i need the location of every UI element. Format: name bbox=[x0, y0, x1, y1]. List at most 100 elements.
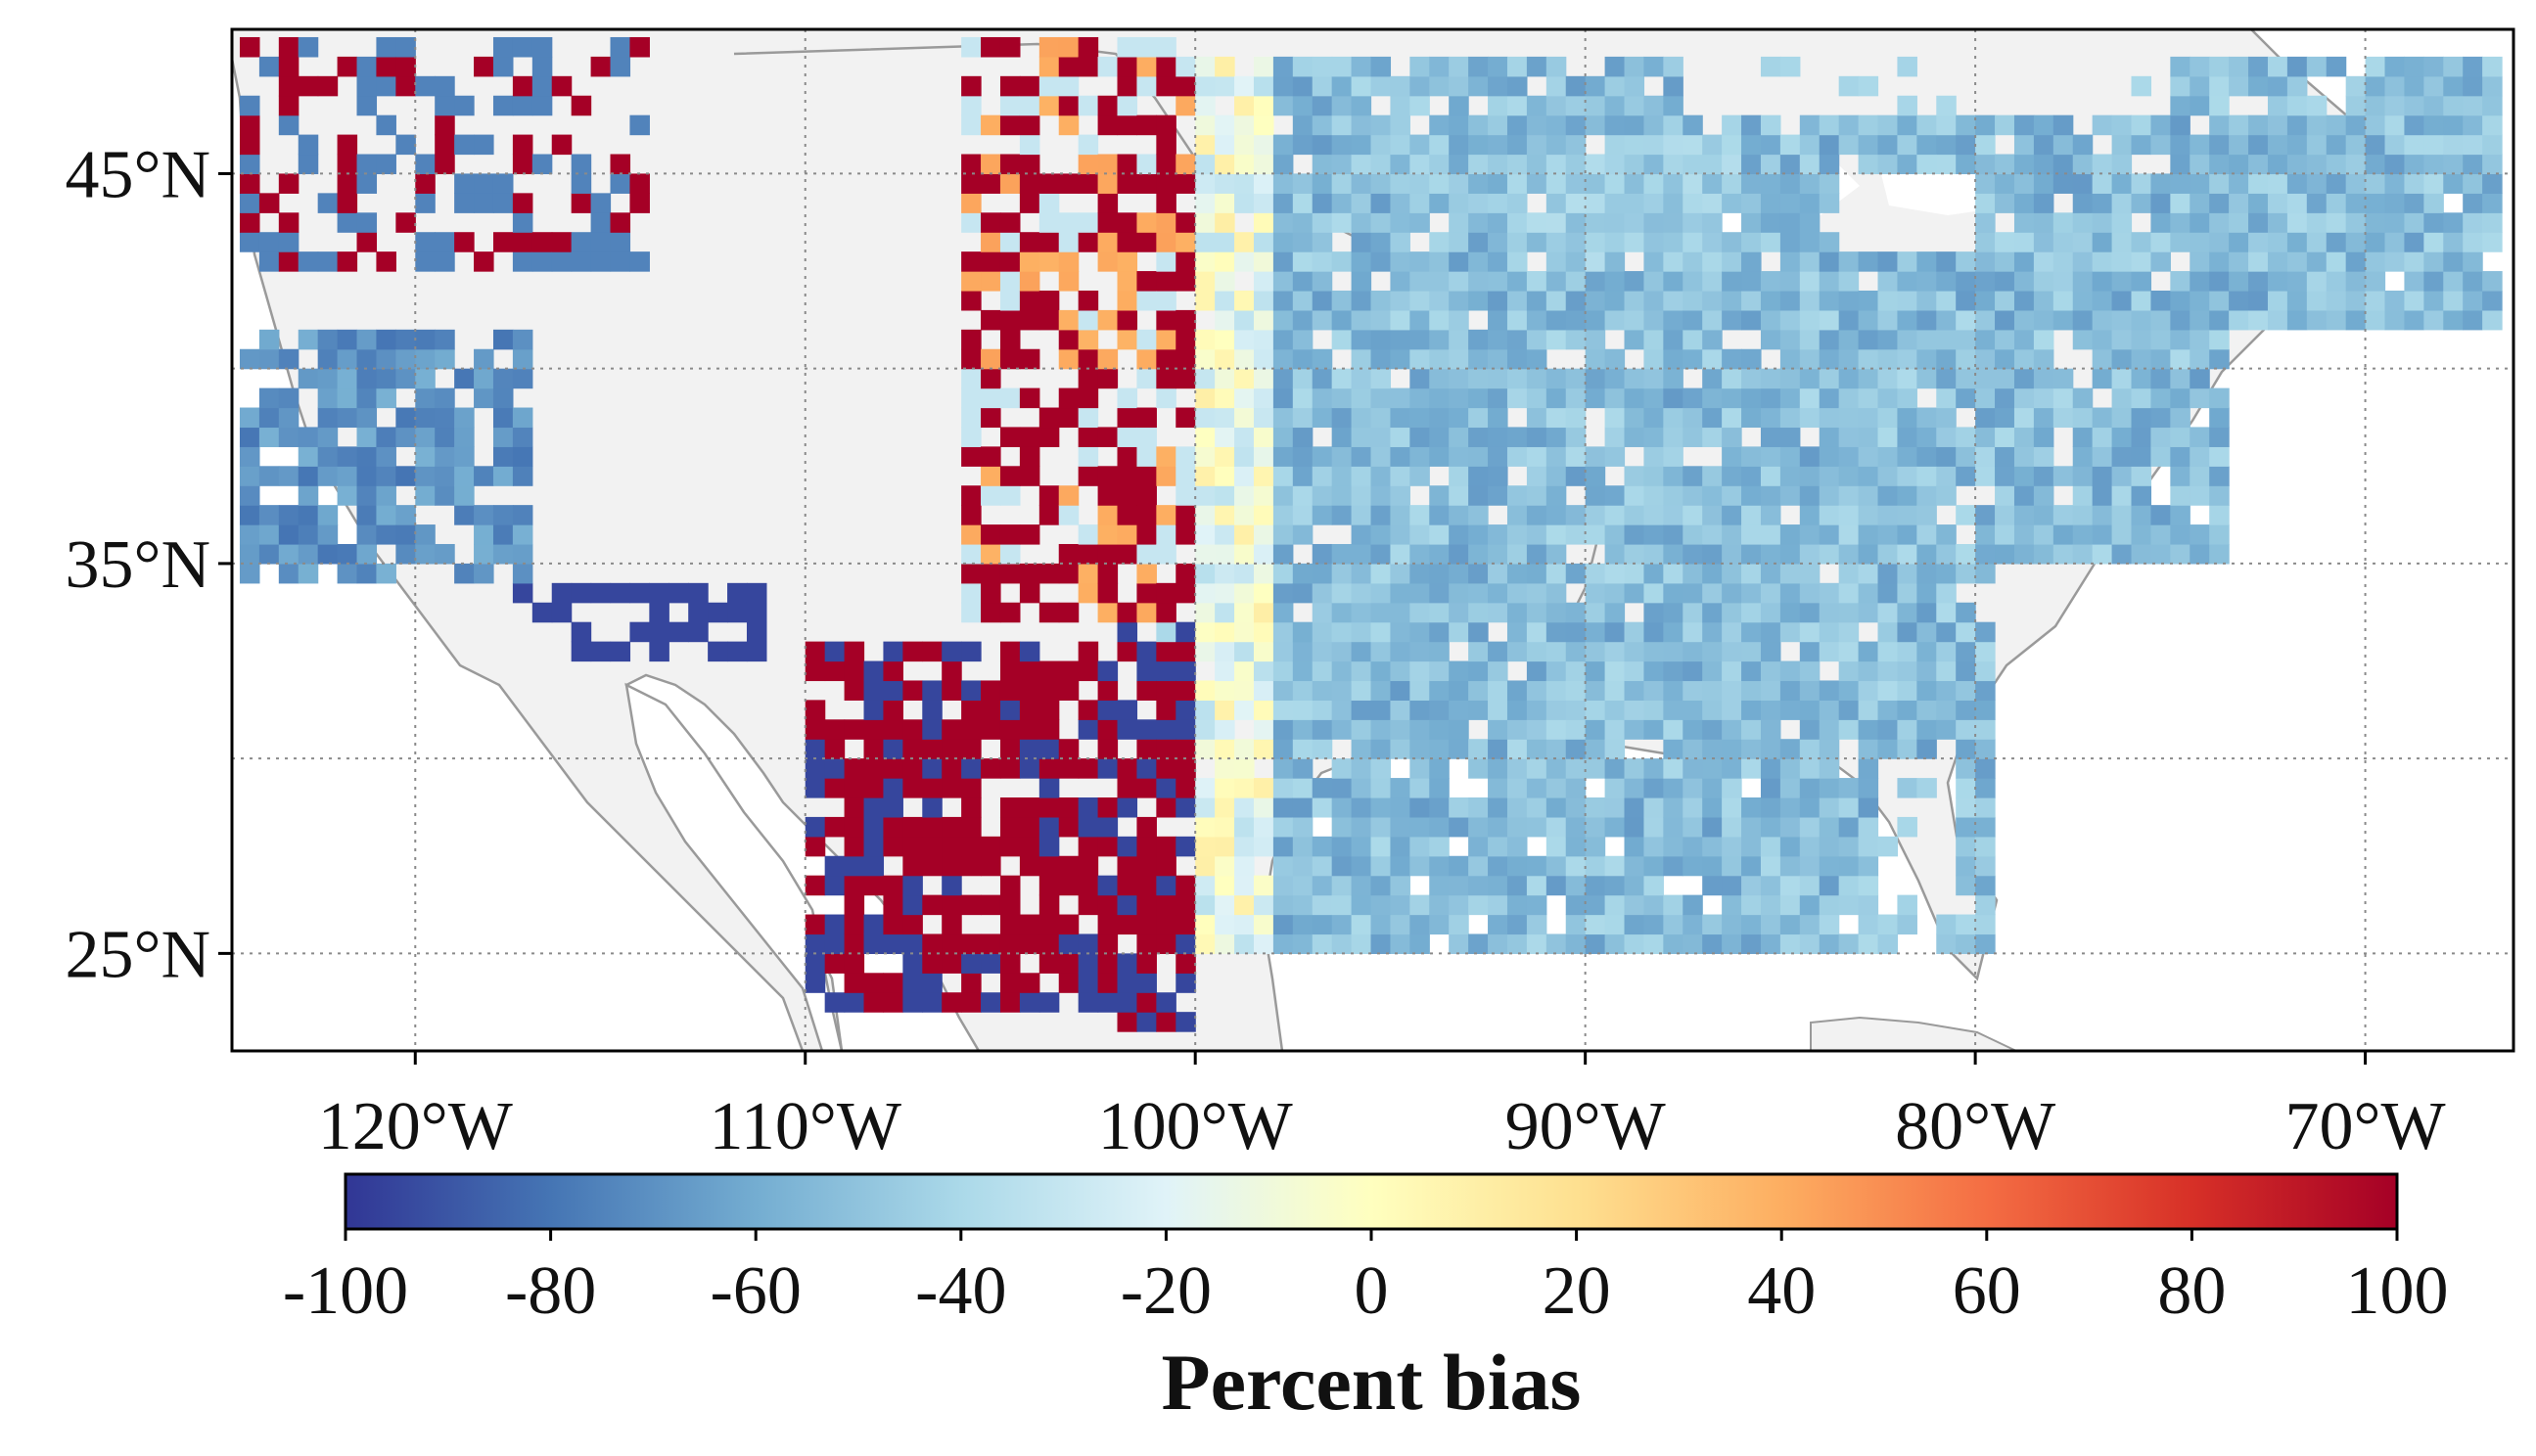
bias-cell bbox=[1409, 154, 1430, 175]
bias-cell bbox=[1858, 758, 1879, 779]
bias-cell bbox=[2150, 173, 2171, 194]
bias-cell bbox=[1565, 290, 1587, 311]
bias-cell bbox=[1253, 75, 1274, 97]
bias-cell bbox=[1038, 660, 1060, 682]
bias-cell bbox=[1683, 524, 1703, 545]
bias-cell bbox=[1370, 543, 1392, 565]
bias-cell bbox=[1838, 621, 1860, 643]
bias-cell bbox=[1078, 154, 1099, 175]
bias-cell bbox=[1253, 427, 1274, 447]
bias-cell bbox=[2052, 154, 2074, 175]
bias-cell bbox=[1292, 700, 1314, 720]
bias-cell bbox=[961, 836, 982, 857]
bias-cell bbox=[1526, 154, 1547, 175]
bias-cell bbox=[1683, 427, 1703, 447]
bias-cell bbox=[1156, 134, 1176, 156]
bias-cell bbox=[1272, 485, 1294, 506]
bias-cell bbox=[961, 75, 982, 97]
bias-cell bbox=[883, 739, 903, 759]
bias-cell bbox=[2423, 95, 2444, 116]
bias-cell bbox=[922, 700, 943, 720]
bias-cell bbox=[1156, 719, 1176, 740]
bias-cell bbox=[1760, 134, 1781, 156]
bias-cell bbox=[1956, 368, 1976, 389]
x-tick-label: 70°W bbox=[2285, 1089, 2446, 1164]
bias-cell bbox=[435, 154, 455, 175]
bias-cell bbox=[2072, 271, 2094, 292]
bias-cell bbox=[2013, 446, 2035, 467]
bias-cell bbox=[1897, 348, 1917, 370]
bias-cell bbox=[1253, 933, 1274, 954]
bias-cell bbox=[1956, 543, 1976, 565]
bias-cell bbox=[571, 173, 592, 194]
bias-cell bbox=[2190, 524, 2210, 545]
bias-cell bbox=[1272, 933, 1294, 954]
bias-cell bbox=[1331, 602, 1353, 623]
bias-cell bbox=[239, 154, 260, 175]
bias-cell bbox=[1390, 173, 1410, 194]
bias-cell bbox=[863, 719, 885, 740]
bias-cell bbox=[492, 505, 514, 525]
bias-cell bbox=[1975, 329, 1996, 350]
bias-cell bbox=[1429, 582, 1450, 604]
bias-cell bbox=[1722, 446, 1742, 467]
bias-cell bbox=[1117, 875, 1138, 896]
bias-cell bbox=[1838, 875, 1860, 896]
bias-cell bbox=[1097, 719, 1119, 740]
bias-cell bbox=[395, 134, 416, 156]
bias-cell bbox=[1117, 173, 1138, 194]
bias-cell bbox=[1215, 114, 1235, 136]
bias-cell bbox=[629, 621, 650, 643]
bias-cell bbox=[531, 602, 553, 623]
bias-cell bbox=[1545, 309, 1567, 331]
bias-cell bbox=[1956, 816, 1976, 838]
bias-cell bbox=[1078, 758, 1099, 779]
bias-cell bbox=[1858, 894, 1879, 916]
bias-cell bbox=[942, 914, 962, 935]
bias-cell bbox=[1215, 348, 1235, 370]
bias-cell bbox=[1176, 271, 1196, 292]
bias-cell bbox=[1176, 56, 1196, 77]
bias-cell bbox=[1585, 933, 1606, 954]
bias-cell bbox=[1038, 796, 1060, 818]
bias-cell bbox=[1506, 680, 1528, 701]
bias-cell bbox=[1156, 836, 1176, 857]
bias-cell bbox=[1643, 56, 1664, 77]
bias-cell bbox=[1097, 796, 1119, 818]
bias-cell bbox=[1488, 543, 1508, 565]
bias-cell bbox=[1897, 660, 1917, 682]
bias-cell bbox=[512, 154, 533, 175]
bias-cell bbox=[1449, 602, 1469, 623]
bias-cell bbox=[474, 505, 494, 525]
bias-cell bbox=[1390, 855, 1410, 877]
bias-cell bbox=[1545, 700, 1567, 720]
bias-cell bbox=[1409, 758, 1430, 779]
bias-cell bbox=[512, 446, 533, 467]
bias-cell bbox=[2345, 251, 2367, 272]
bias-cell bbox=[1312, 621, 1333, 643]
bias-cell bbox=[492, 95, 514, 116]
bias-cell bbox=[1760, 290, 1781, 311]
bias-cell bbox=[1565, 329, 1587, 350]
bias-cell bbox=[492, 56, 514, 77]
bias-cell bbox=[492, 524, 514, 545]
bias-cell bbox=[1117, 855, 1138, 877]
bias-cell bbox=[1565, 173, 1587, 194]
bias-cell bbox=[1663, 134, 1683, 156]
bias-cell bbox=[2209, 329, 2230, 350]
bias-cell bbox=[1916, 524, 1937, 545]
bias-cell bbox=[2150, 193, 2171, 213]
bias-cell bbox=[1195, 855, 1216, 877]
bias-cell bbox=[902, 739, 923, 759]
bias-cell bbox=[1097, 973, 1119, 993]
bias-cell bbox=[2013, 114, 2035, 136]
bias-cell bbox=[1370, 855, 1392, 877]
bias-cell bbox=[1272, 446, 1294, 467]
bias-cell bbox=[1585, 193, 1606, 213]
bias-cell bbox=[961, 485, 982, 506]
bias-cell bbox=[1234, 114, 1255, 136]
bias-cell bbox=[1877, 700, 1899, 720]
bias-cell bbox=[883, 680, 903, 701]
bias-cell bbox=[1331, 543, 1353, 565]
